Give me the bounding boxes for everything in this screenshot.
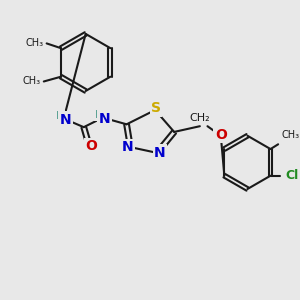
Text: CH₃: CH₃ bbox=[23, 76, 41, 86]
Text: N: N bbox=[99, 112, 110, 126]
Text: N: N bbox=[154, 146, 166, 160]
Text: H: H bbox=[56, 111, 64, 121]
Text: O: O bbox=[215, 128, 227, 142]
Text: N: N bbox=[122, 140, 133, 154]
Text: S: S bbox=[151, 101, 161, 115]
Text: CH₃: CH₃ bbox=[282, 130, 300, 140]
Text: CH₂: CH₂ bbox=[190, 113, 210, 123]
Text: CH₃: CH₃ bbox=[26, 38, 44, 48]
Text: O: O bbox=[85, 139, 97, 153]
Text: H: H bbox=[95, 110, 103, 120]
Text: Cl: Cl bbox=[286, 169, 299, 182]
Text: N: N bbox=[60, 112, 71, 127]
